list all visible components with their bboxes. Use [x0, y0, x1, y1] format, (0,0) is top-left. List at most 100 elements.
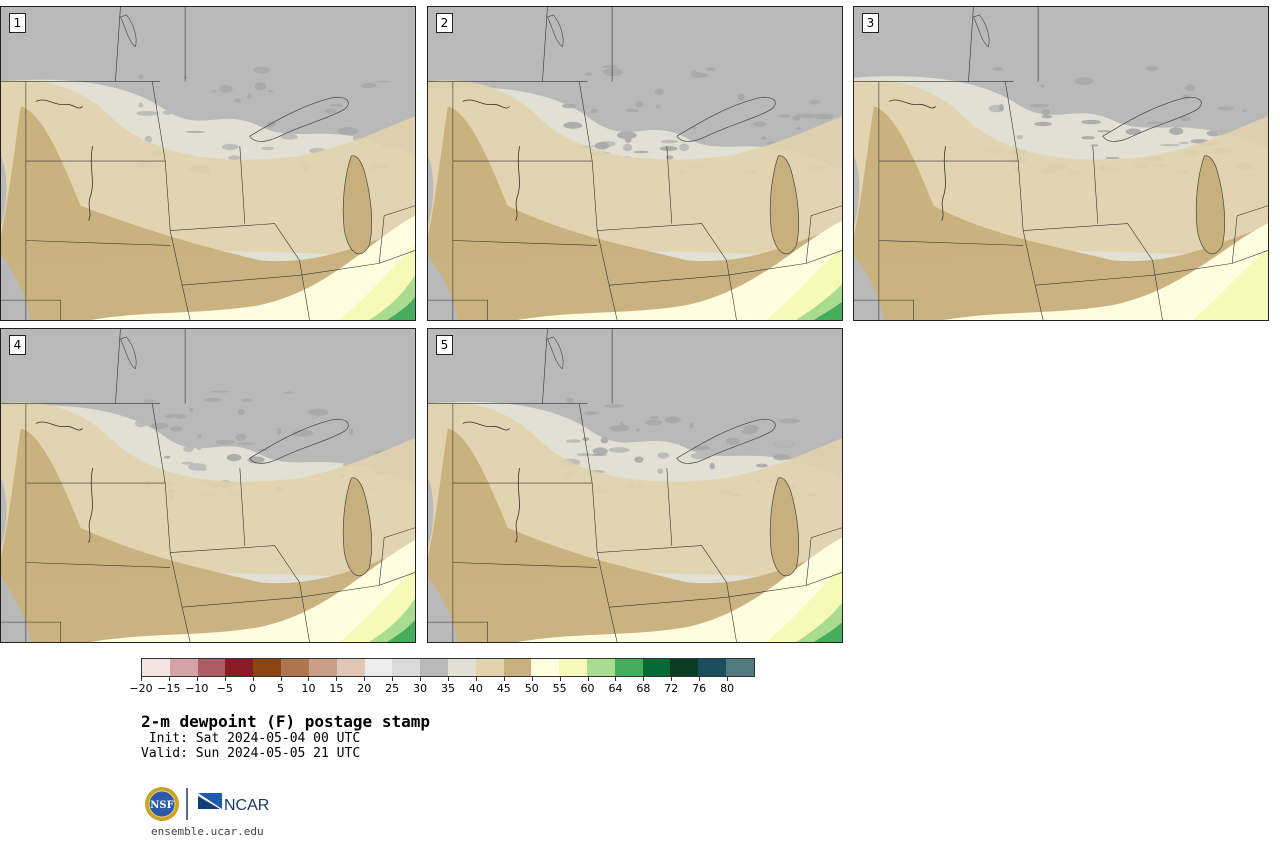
- dry-air-region: [428, 577, 458, 642]
- colorbar-tick-label: 30: [413, 682, 428, 695]
- dewpoint-patch: [1235, 90, 1254, 94]
- dewpoint-patch: [755, 463, 768, 468]
- dewpoint-patch: [311, 119, 328, 127]
- colorbar-swatch: [642, 659, 671, 676]
- dewpoint-patch: [772, 454, 790, 461]
- dewpoint-patch: [280, 417, 290, 423]
- dewpoint-patch: [700, 109, 708, 117]
- dewpoint-patch: [1159, 143, 1181, 147]
- dewpoint-patch: [228, 155, 241, 161]
- dewpoint-patch: [197, 434, 202, 439]
- dewpoint-patch: [779, 418, 800, 424]
- dewpoint-patch: [576, 452, 593, 457]
- dewpoint-patch: [588, 426, 602, 431]
- dewpoint-patch: [708, 126, 715, 131]
- dewpoint-patch: [221, 143, 239, 151]
- lake-winnipeg: [547, 336, 564, 370]
- colorbar-swatch: [281, 659, 309, 676]
- colorbar-tick: [392, 677, 394, 681]
- lake-superior: [249, 96, 349, 142]
- dewpoint-patch: [1108, 75, 1123, 80]
- dewpoint-map: [428, 7, 842, 320]
- ncar-logo-icon: NCAR: [198, 793, 269, 814]
- dewpoint-patch: [164, 455, 171, 459]
- tropical-core: [387, 297, 415, 320]
- init-time: Init: Sat 2024-05-04 00 UTC: [141, 731, 361, 746]
- dry-air-region: [428, 156, 434, 226]
- dewpoint-patch: [226, 453, 242, 462]
- colorbar-swatch: [447, 659, 476, 676]
- dewpoint-patch: [709, 462, 715, 470]
- river: [515, 146, 520, 221]
- dewpoint-map: [1, 7, 415, 320]
- high-dewpoint-region: [854, 106, 1268, 320]
- state-border: [878, 240, 1024, 246]
- dewpoint-patch: [241, 398, 253, 403]
- colorbar-tick: [364, 677, 366, 681]
- dewpoint-patch: [248, 418, 271, 421]
- dewpoint-patch: [664, 416, 681, 424]
- dewpoint-patch: [725, 437, 740, 446]
- logos: NSF NCAR: [145, 787, 269, 821]
- lake-winnipeg: [120, 336, 137, 370]
- dewpoint-patch: [604, 404, 624, 408]
- dewpoint-patch: [622, 124, 633, 128]
- dry-air-region: [854, 255, 884, 320]
- dewpoint-patch: [220, 401, 236, 405]
- colorbar-tick-label: 45: [496, 682, 511, 695]
- dewpoint-patch: [362, 95, 373, 102]
- colorbar-tick-label: 25: [385, 682, 400, 695]
- dewpoint-patch: [602, 68, 624, 76]
- dewpoint-patch: [254, 82, 267, 91]
- dewpoint-patch: [694, 68, 706, 73]
- dewpoint-patch: [360, 82, 377, 89]
- dewpoint-patch: [778, 114, 791, 118]
- colorbar-swatch: [364, 659, 393, 676]
- colorbar-tick: [141, 677, 142, 681]
- province-border: [968, 7, 974, 82]
- dewpoint-patch: [1146, 121, 1163, 125]
- province-border: [542, 329, 548, 404]
- dewpoint-patch: [589, 117, 602, 120]
- state-border: [25, 562, 171, 568]
- dry-air-region: [1, 577, 31, 642]
- dewpoint-patch: [635, 428, 641, 432]
- lake-winnipeg: [547, 14, 564, 48]
- dewpoint-patch: [138, 102, 144, 108]
- dewpoint-patch: [283, 391, 295, 394]
- dewpoint-patch: [1218, 106, 1234, 111]
- humid-region: [943, 223, 1268, 320]
- dewpoint-patch: [338, 65, 344, 74]
- dewpoint-patch: [234, 98, 240, 103]
- colorbar-tick-label: 68: [636, 682, 651, 695]
- river: [941, 146, 946, 221]
- postage-stamp-map-2: 2: [427, 6, 843, 321]
- dewpoint-patch: [1090, 144, 1099, 147]
- river: [35, 99, 83, 109]
- state-border: [299, 582, 310, 642]
- dewpoint-patch: [164, 413, 187, 420]
- dewpoint-patch: [614, 123, 624, 126]
- dewpoint-patch: [1105, 156, 1120, 160]
- dry-air-region: [854, 156, 860, 226]
- dewpoint-patch: [1075, 98, 1097, 102]
- colorbar-swatch: [670, 659, 699, 676]
- dewpoint-patch: [705, 428, 722, 432]
- river: [462, 99, 510, 109]
- dewpoint-patch: [775, 441, 794, 447]
- dewpoint-patch: [633, 150, 649, 154]
- dewpoint-patch: [337, 127, 359, 135]
- high-dewpoint-region: [1, 428, 415, 642]
- dewpoint-patch: [568, 395, 576, 399]
- colorbar-tick: [224, 677, 226, 681]
- dewpoint-patch: [660, 139, 678, 144]
- dewpoint-patch: [992, 66, 1003, 72]
- state-border: [726, 260, 737, 320]
- humid-region: [90, 540, 415, 642]
- state-border: [1, 299, 62, 320]
- dewpoint-patch: [657, 468, 664, 474]
- dewpoint-patch: [144, 135, 153, 143]
- dewpoint-patch: [1065, 82, 1082, 89]
- colorbar-tick: [643, 677, 645, 681]
- dewpoint-patch: [135, 419, 147, 428]
